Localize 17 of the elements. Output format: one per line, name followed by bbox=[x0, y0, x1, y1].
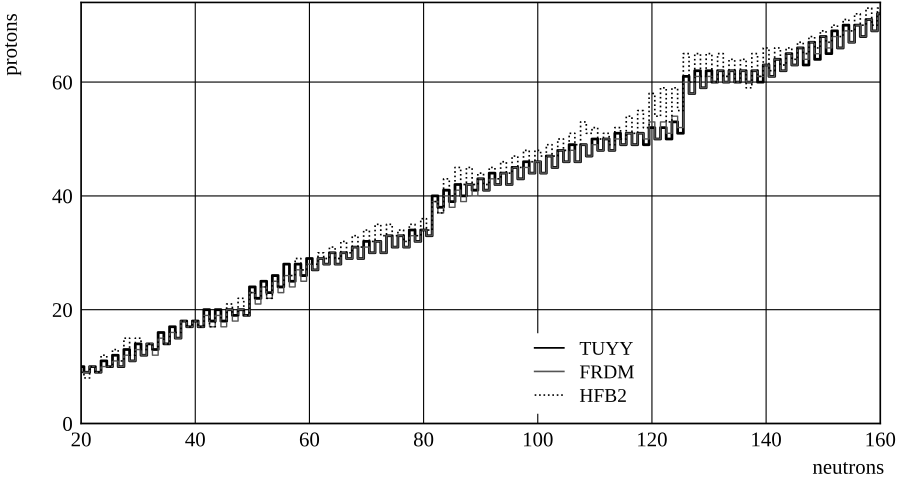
x-axis-title: neutrons bbox=[812, 462, 884, 474]
y-axis-title: protons bbox=[4, 14, 22, 76]
y-tick-label: 0 bbox=[63, 416, 72, 431]
y-tick-label: 60 bbox=[52, 75, 72, 90]
x-tick-label: 140 bbox=[752, 432, 781, 446]
x-tick-label: 20 bbox=[72, 432, 91, 446]
x-tick-label: 160 bbox=[866, 432, 896, 446]
x-tick-label: 60 bbox=[300, 432, 320, 446]
x-tick-label: 40 bbox=[185, 432, 205, 446]
legend-label: TUYY bbox=[580, 342, 633, 355]
y-tick-label: 20 bbox=[52, 303, 72, 318]
x-tick-label: 100 bbox=[524, 432, 553, 446]
x-tick-label: 80 bbox=[414, 432, 434, 446]
x-tick-label: 120 bbox=[638, 432, 667, 446]
legend-label: FRDM bbox=[580, 366, 634, 378]
y-tick-label: 40 bbox=[52, 189, 72, 204]
legend-label: HFB2 bbox=[580, 388, 626, 402]
